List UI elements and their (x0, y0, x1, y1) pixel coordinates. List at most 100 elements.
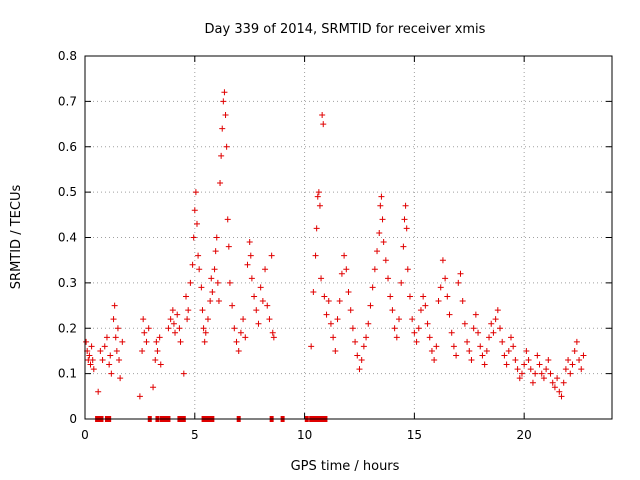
data-point (379, 216, 386, 223)
data-point (202, 329, 209, 336)
data-point (141, 329, 148, 336)
data-point (242, 334, 249, 341)
grid (85, 56, 612, 419)
data-point (540, 375, 547, 382)
data-point (374, 248, 381, 255)
y-tick-label: 0.6 (58, 140, 77, 154)
data-point (406, 293, 413, 300)
data-point (218, 152, 225, 159)
data-point (83, 338, 90, 345)
data-point (549, 379, 556, 386)
data-point (312, 252, 319, 259)
data-point (402, 202, 409, 209)
data-point (490, 329, 497, 336)
data-point (424, 320, 431, 327)
data-point (244, 261, 251, 268)
y-tick-label: 0.7 (58, 94, 77, 108)
data-point (264, 302, 271, 309)
data-points (83, 89, 587, 400)
data-point (220, 98, 227, 105)
data-point (221, 89, 228, 96)
data-point (214, 279, 221, 286)
data-point (219, 125, 226, 132)
data-point (319, 111, 326, 118)
data-point (117, 375, 124, 382)
data-point (97, 347, 104, 354)
data-point (95, 388, 102, 395)
data-point (139, 347, 146, 354)
data-point (453, 352, 460, 359)
data-point (106, 361, 113, 368)
data-point (573, 338, 580, 345)
data-point (150, 384, 157, 391)
data-point (404, 266, 411, 273)
data-point (108, 370, 115, 377)
data-point (318, 275, 325, 282)
data-point (477, 343, 484, 350)
data-point (248, 275, 255, 282)
data-point (116, 357, 123, 364)
data-point (415, 325, 422, 332)
data-point (332, 347, 339, 354)
data-point (315, 189, 322, 196)
data-point (201, 338, 208, 345)
y-tick-labels: 0 0.1 0.2 0.3 0.4 0.5 0.6 0.7 0.8 (58, 49, 77, 426)
data-point (360, 343, 367, 350)
y-tick-label: 0.2 (58, 321, 77, 335)
data-point (143, 338, 150, 345)
x-tick-label: 10 (297, 428, 312, 442)
data-point (466, 347, 473, 354)
data-point (483, 347, 490, 354)
data-point (259, 298, 266, 305)
data-point (321, 293, 328, 300)
data-point (398, 279, 405, 286)
data-point (193, 220, 200, 227)
data-point (354, 352, 361, 359)
data-point (413, 338, 420, 345)
data-point (222, 111, 229, 118)
data-point (183, 293, 190, 300)
data-point (567, 370, 574, 377)
data-point (387, 293, 394, 300)
data-point (457, 270, 464, 277)
data-point (472, 311, 479, 318)
data-point (113, 347, 120, 354)
data-point (192, 189, 199, 196)
data-point (204, 316, 211, 323)
x-tick-label: 5 (191, 428, 199, 442)
data-point (363, 334, 370, 341)
data-point (165, 325, 172, 332)
y-tick-label: 0.1 (58, 367, 77, 381)
data-point (90, 366, 97, 373)
data-point (114, 325, 121, 332)
data-point (494, 307, 501, 314)
data-point (525, 357, 532, 364)
data-point (231, 325, 238, 332)
data-point (486, 334, 493, 341)
data-point (503, 361, 510, 368)
x-tick-label: 15 (407, 428, 422, 442)
data-point (246, 239, 253, 246)
data-point (198, 284, 205, 291)
data-point (365, 320, 372, 327)
data-point (468, 357, 475, 364)
axis-ticks (84, 55, 612, 420)
data-point (560, 379, 567, 386)
data-point (358, 357, 365, 364)
data-point (444, 293, 451, 300)
data-point (196, 266, 203, 273)
data-point (409, 316, 416, 323)
data-point (157, 361, 164, 368)
data-point (211, 266, 218, 273)
data-point (336, 298, 343, 305)
data-point (356, 366, 363, 373)
data-point (558, 393, 565, 400)
data-point (310, 288, 317, 295)
data-point (225, 243, 232, 250)
data-point (169, 307, 176, 314)
data-point (422, 302, 429, 309)
data-point (86, 352, 93, 359)
data-point (119, 338, 126, 345)
data-point (349, 325, 356, 332)
